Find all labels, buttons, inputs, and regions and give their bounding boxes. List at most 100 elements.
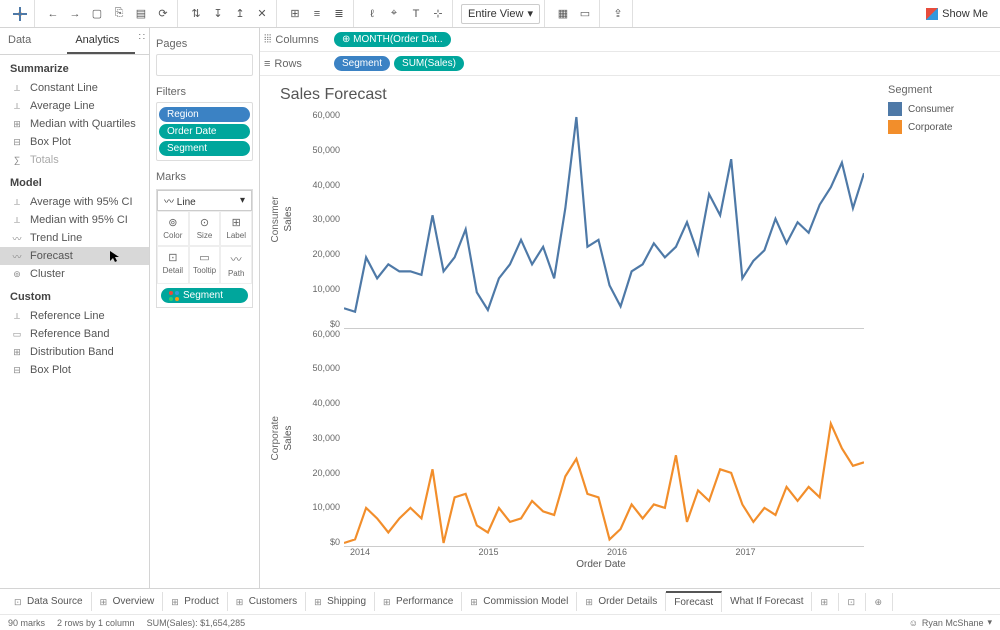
- sheet-tab[interactable]: ⊞Overview: [92, 592, 164, 611]
- analytics-item[interactable]: 〰Forecast: [0, 247, 149, 265]
- format-icon[interactable]: ⊹: [428, 4, 448, 24]
- y-axis-2: 60,00050,00040,00030,00020,00010,000$0: [294, 329, 344, 548]
- tab-collapse-icon[interactable]: ∷: [135, 28, 149, 54]
- status-sum: SUM(Sales): $1,654,285: [147, 618, 246, 628]
- y-axis-label-2: Sales: [283, 329, 294, 548]
- analytics-icon: ⟂: [10, 100, 24, 112]
- analytics-icon: 〰: [10, 250, 24, 262]
- analytics-item[interactable]: ⟂Average with 95% CI: [0, 193, 149, 211]
- analytics-item[interactable]: ⊟Box Plot: [0, 133, 149, 151]
- status-rows: 2 rows by 1 column: [57, 618, 135, 628]
- chart-plot-consumer: [344, 110, 864, 329]
- segment-label-corporate: Corporate: [268, 329, 283, 548]
- filter-pill[interactable]: Order Date: [159, 124, 250, 139]
- group-icon[interactable]: ⊞: [285, 4, 305, 24]
- analytics-item[interactable]: ⊟Box Plot: [0, 361, 149, 379]
- forward-icon[interactable]: →: [65, 4, 85, 24]
- marks-segment-pill[interactable]: Segment: [161, 288, 248, 303]
- sheet-icon: ⊞: [171, 597, 181, 607]
- logo-icon[interactable]: [10, 4, 30, 24]
- new-data-icon[interactable]: ⎘: [109, 4, 129, 24]
- rows-shelf[interactable]: ≡Rows SegmentSUM(Sales): [260, 52, 1000, 76]
- marks-cell-color[interactable]: ⊚Color: [157, 211, 189, 246]
- share-icon[interactable]: ⇪: [608, 4, 628, 24]
- sheet-tab[interactable]: ⊡Data Source: [6, 592, 92, 611]
- analytics-item[interactable]: ⊚Cluster: [0, 265, 149, 283]
- view-dropdown[interactable]: Entire View▾: [461, 4, 540, 24]
- sheet-tab[interactable]: ⊞Customers: [228, 592, 306, 611]
- sheet-tab[interactable]: What If Forecast: [722, 592, 812, 611]
- sort-asc-icon[interactable]: ↧: [208, 4, 228, 24]
- tab-analytics[interactable]: Analytics: [67, 28, 134, 54]
- new-sheet-button[interactable]: ⊕: [866, 593, 893, 611]
- sort-desc-icon[interactable]: ↥: [230, 4, 250, 24]
- analytics-item[interactable]: ∑Totals: [0, 151, 149, 169]
- marks-cell-detail[interactable]: ⊡Detail: [157, 246, 189, 284]
- rows-icon: ≡: [264, 58, 270, 70]
- columns-shelf[interactable]: ⦙⦙⦙Columns ⊕ MONTH(Order Dat..: [260, 28, 1000, 52]
- sheet-tab[interactable]: ⊞Order Details: [577, 592, 666, 611]
- y-tick: 50,000: [312, 363, 340, 373]
- sheet-tab[interactable]: ⊞Product: [163, 592, 227, 611]
- new-sheet-button[interactable]: ⊡: [839, 593, 866, 611]
- columns-pill[interactable]: ⊕ MONTH(Order Dat..: [334, 32, 451, 47]
- clear-icon[interactable]: ✕: [252, 4, 272, 24]
- filters-shelf[interactable]: Region Order Date Segment: [156, 102, 253, 161]
- new-sheet-button[interactable]: ⊞: [812, 593, 839, 611]
- marks-type-dropdown[interactable]: 〰 Line▾: [157, 190, 252, 211]
- x-tick: 2017: [736, 547, 865, 557]
- marks-cell-label[interactable]: ⊞Label: [220, 211, 252, 246]
- sheet-tab[interactable]: ⊞Performance: [375, 592, 462, 611]
- abc-icon[interactable]: ≣: [329, 4, 349, 24]
- analytics-item[interactable]: ⊞Median with Quartiles: [0, 115, 149, 133]
- analytics-icon: ⊟: [10, 136, 24, 148]
- marks-cell-path[interactable]: 〰Path: [220, 246, 252, 284]
- back-icon[interactable]: ←: [43, 4, 63, 24]
- user-dropdown-icon[interactable]: ▾: [987, 617, 992, 628]
- sheet-icon: ⊞: [383, 597, 393, 607]
- analytics-item[interactable]: ⊞Distribution Band: [0, 343, 149, 361]
- analytics-item[interactable]: ⟂Median with 95% CI: [0, 211, 149, 229]
- analytics-icon: ⊚: [10, 268, 24, 280]
- showme-icon: [926, 8, 938, 20]
- analytics-item[interactable]: 〰Trend Line: [0, 229, 149, 247]
- analytics-item[interactable]: ⟂Average Line: [0, 97, 149, 115]
- status-user: Ryan McShane: [922, 618, 984, 628]
- x-axis: 2014201520162017: [268, 547, 864, 557]
- pages-header: Pages: [156, 38, 253, 50]
- analytics-icon: ⊞: [10, 346, 24, 358]
- row-pill[interactable]: SUM(Sales): [394, 56, 464, 71]
- marks-cell-icon: ⊚: [160, 216, 186, 229]
- analytics-item[interactable]: ⟂Reference Line: [0, 307, 149, 325]
- filter-pill[interactable]: Segment: [159, 141, 250, 156]
- swap-icon[interactable]: ⇅: [186, 4, 206, 24]
- filter-pill[interactable]: Region: [159, 107, 250, 122]
- y-axis-1: 60,00050,00040,00030,00020,00010,000$0: [294, 110, 344, 329]
- legend-item[interactable]: Corporate: [888, 118, 992, 136]
- legend-item[interactable]: Consumer: [888, 100, 992, 118]
- highlight-icon[interactable]: ℓ: [362, 4, 382, 24]
- tab-data[interactable]: Data: [0, 28, 67, 54]
- sheet-tab[interactable]: Forecast: [666, 591, 722, 612]
- sheet-tab[interactable]: ⊞Shipping: [306, 592, 375, 611]
- pages-shelf[interactable]: [156, 54, 253, 76]
- show-me-button[interactable]: Show Me: [920, 6, 994, 22]
- row-pill[interactable]: Segment: [334, 56, 390, 71]
- present-icon[interactable]: ▭: [575, 4, 595, 24]
- pin-icon[interactable]: ⌖: [384, 4, 404, 24]
- marks-cell-icon: ▭: [192, 251, 218, 264]
- dashboard-icon[interactable]: ▦: [553, 4, 573, 24]
- worksheet-icon[interactable]: ▤: [131, 4, 151, 24]
- totals-icon[interactable]: ≡: [307, 4, 327, 24]
- marks-cell-tooltip[interactable]: ▭Tooltip: [189, 246, 221, 284]
- y-tick: 40,000: [312, 180, 340, 190]
- sheet-icon: ⊞: [314, 597, 324, 607]
- refresh-icon[interactable]: ⟳: [153, 4, 173, 24]
- sheet-tab[interactable]: ⊞Commission Model: [462, 592, 577, 611]
- label-icon[interactable]: T: [406, 4, 426, 24]
- analytics-item[interactable]: ▭Reference Band: [0, 325, 149, 343]
- analytics-item[interactable]: ⟂Constant Line: [0, 79, 149, 97]
- save-icon[interactable]: ▢: [87, 4, 107, 24]
- legend: Segment ConsumerCorporate: [880, 76, 1000, 588]
- marks-cell-size[interactable]: ⊙Size: [189, 211, 221, 246]
